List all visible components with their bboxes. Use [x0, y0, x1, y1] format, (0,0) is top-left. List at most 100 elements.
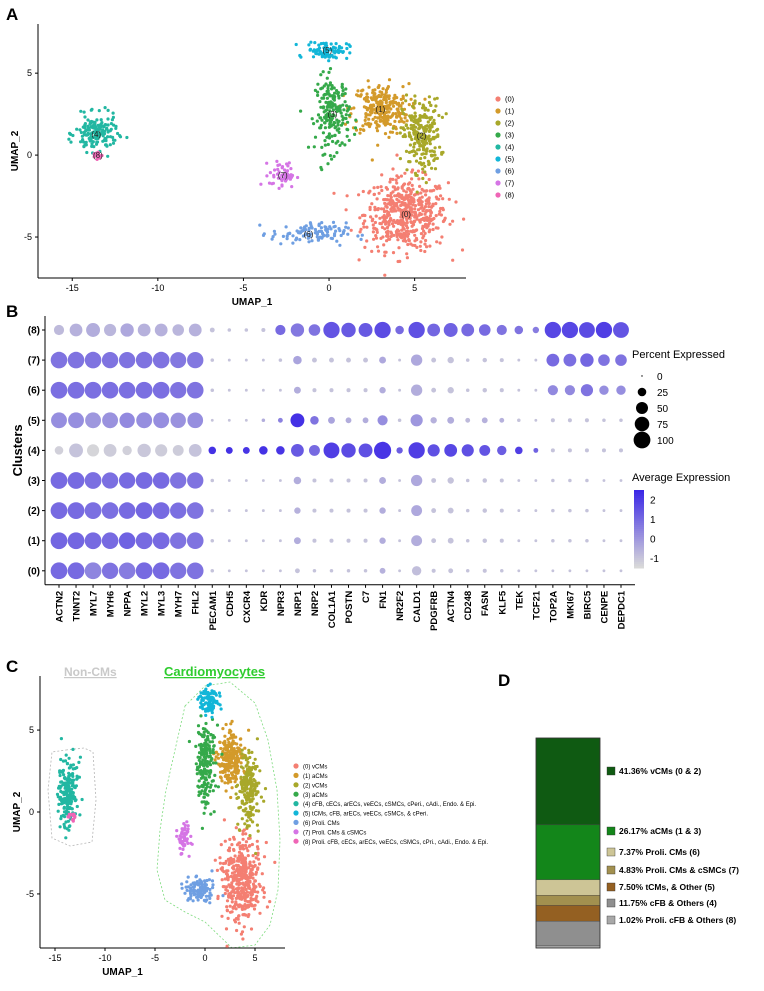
point-cluster-0	[374, 236, 379, 240]
dot-pdgfrb-cluster-0	[431, 568, 436, 573]
dot-pecam1-cluster-1	[210, 538, 215, 543]
point-cluster-0	[236, 864, 240, 868]
dot-tcf21-cluster-6	[534, 388, 538, 392]
point-cluster-0	[409, 220, 413, 225]
point-cluster-0	[371, 217, 375, 221]
dot-myh6-cluster-4	[103, 444, 117, 457]
point-cluster-3	[205, 764, 209, 768]
point-cluster-4	[75, 127, 79, 131]
point-cluster-3	[330, 86, 334, 90]
point-cluster-3	[211, 789, 215, 793]
point-cluster-4	[73, 766, 77, 771]
point-cluster-1	[361, 124, 365, 128]
point-cluster-3	[329, 100, 333, 104]
dot-myl3-cluster-6	[152, 381, 170, 399]
point-cluster-2	[421, 176, 425, 181]
point-cluster-6	[281, 234, 285, 238]
dot-depdc1-cluster-0	[619, 569, 623, 573]
dot-klf5-cluster-3	[499, 478, 504, 483]
point-cluster-4	[106, 123, 110, 127]
point-cluster-4	[68, 131, 72, 135]
point-cluster-3	[331, 108, 335, 112]
point-cluster-5	[217, 691, 221, 695]
point-cluster-3	[197, 779, 201, 783]
point-cluster-1	[227, 740, 231, 745]
dot-fasn-cluster-0	[482, 568, 487, 573]
point-cluster-1	[242, 769, 246, 773]
dot-kdr-cluster-0	[261, 569, 265, 573]
dot-cald1-cluster-4	[408, 442, 425, 459]
dot-actn2-cluster-6	[50, 381, 68, 399]
point-cluster-1	[364, 115, 368, 119]
point-cluster-0	[419, 232, 423, 236]
point-cluster-4	[75, 777, 79, 781]
point-cluster-0	[395, 194, 399, 198]
point-cluster-0	[396, 259, 400, 264]
point-cluster-0	[391, 251, 396, 255]
point-cluster-2	[435, 156, 439, 160]
point-cluster-1	[216, 752, 220, 756]
point-cluster-0	[246, 849, 250, 853]
point-cluster-1	[234, 764, 238, 769]
point-cluster-3	[344, 116, 348, 121]
point-cluster-1	[395, 114, 399, 118]
point-cluster-0	[227, 892, 231, 896]
point-cluster-6	[221, 894, 225, 898]
point-cluster-1	[374, 98, 378, 103]
point-cluster-0	[389, 234, 393, 239]
dot-fn1-cluster-2	[379, 507, 386, 514]
point-cluster-1	[401, 101, 405, 105]
point-cluster-0	[395, 153, 399, 157]
point-cluster-5	[336, 50, 340, 54]
point-cluster-1	[234, 758, 238, 762]
point-cluster-2	[253, 757, 257, 761]
dot-cdh5-cluster-8	[227, 328, 232, 332]
point-cluster-5	[204, 709, 208, 713]
point-cluster-8	[97, 154, 102, 158]
dot-cenpe-cluster-7	[598, 354, 610, 366]
cluster-tick-label: (5)	[28, 416, 40, 427]
x-tick-label: -5	[151, 953, 159, 963]
point-cluster-6	[194, 874, 199, 878]
size-legend-label-0: 0	[657, 372, 663, 383]
point-cluster-4	[68, 824, 72, 828]
dot-cdh5-cluster-4	[225, 446, 233, 454]
point-cluster-6	[210, 879, 215, 883]
point-cluster-0	[382, 243, 386, 247]
dot-actn2-cluster-7	[50, 351, 68, 369]
panel-letter-b: B	[6, 302, 18, 321]
point-cluster-2	[427, 125, 431, 129]
dot-depdc1-cluster-1	[619, 539, 623, 543]
point-cluster-2	[432, 118, 436, 122]
point-cluster-2	[416, 148, 420, 152]
dot-fhl2-cluster-5	[187, 412, 204, 429]
point-cluster-0	[376, 185, 380, 189]
point-cluster-1	[231, 755, 235, 760]
point-cluster-0	[412, 220, 416, 224]
dot-npr3-cluster-3	[278, 479, 282, 482]
colorbar-step	[634, 523, 644, 526]
point-cluster-4	[82, 110, 86, 114]
dot-myh6-cluster-0	[101, 562, 119, 579]
point-cluster-0	[250, 842, 254, 847]
legend-label-8: (8) Proli. cFB, cECs, arECs, veECs, cSMC…	[303, 840, 488, 846]
dot-nrp2-cluster-0	[312, 569, 317, 573]
point-cluster-2	[428, 128, 432, 132]
legend-swatch-7	[495, 180, 501, 186]
point-cluster-0	[410, 230, 415, 234]
dot-nppa-cluster-5	[119, 412, 135, 429]
point-cluster-3	[201, 758, 205, 762]
point-cluster-0	[268, 900, 272, 904]
point-cluster-1	[367, 124, 371, 128]
panel-c-legend: (0) vCMs(1) aCMs(2) vCMs(3) aCMs(4) cFB,…	[293, 763, 488, 846]
gene-label-myl7: MYL7	[89, 591, 100, 616]
dot-fasn-cluster-8	[478, 324, 491, 336]
point-cluster-3	[333, 133, 337, 137]
y-axis-title: UMAP_2	[10, 130, 21, 171]
dot-cxcr4-cluster-5	[244, 418, 248, 422]
point-cluster-4	[102, 129, 107, 133]
point-cluster-3	[200, 826, 204, 831]
dot-actn4-cluster-8	[443, 323, 458, 337]
dot-pecam1-cluster-6	[210, 388, 215, 392]
point-cluster-2	[240, 748, 244, 752]
